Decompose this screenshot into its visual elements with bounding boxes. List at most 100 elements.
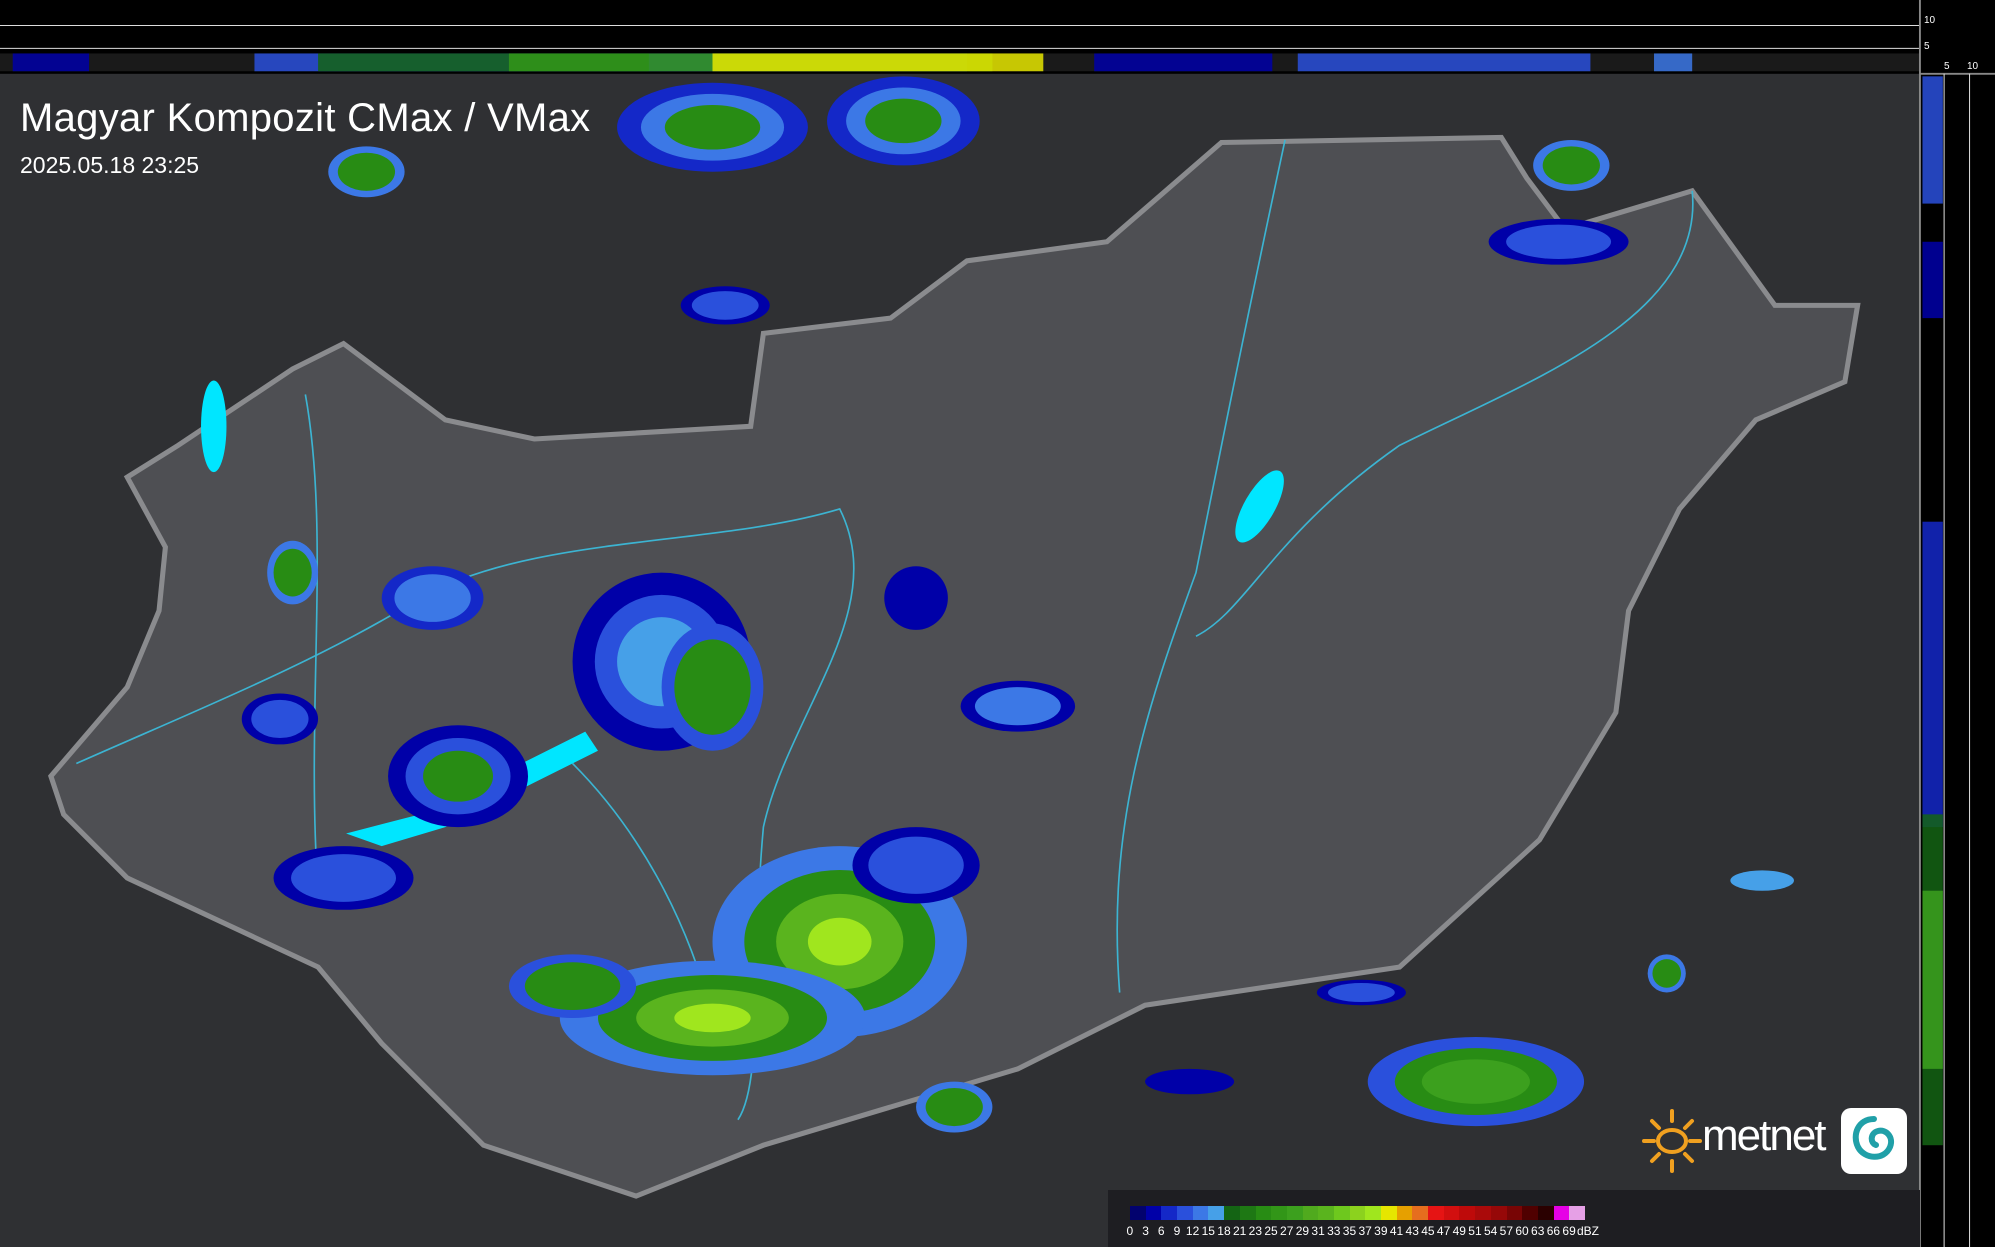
profile-echo [1922,890,1943,1069]
legend-label: 63 [1531,1224,1545,1238]
legend-swatch [1553,1206,1570,1220]
legend-label: 69 [1562,1224,1576,1238]
legend-swatch [1130,1206,1146,1220]
legend-swatch [1224,1206,1240,1220]
legend-swatches [1130,1206,1585,1220]
side-axis-tick: 5 [1944,61,1950,72]
top-axis-tick: 10 [1924,15,1936,26]
legend-swatch [1333,1206,1350,1220]
sun-icon [1642,1109,1702,1173]
echo-cell [807,917,872,966]
legend-label: 33 [1327,1224,1341,1238]
top-axis-tick: 5 [1924,41,1930,52]
map-title: Magyar Kompozit CMax / VMax [20,96,591,140]
legend-swatch [1475,1206,1491,1220]
legend-label: 45 [1421,1224,1435,1238]
legend-label: 57 [1499,1224,1514,1238]
echo-cell [884,566,948,630]
hungary-outline [48,134,1861,1199]
echo-cell [251,699,309,739]
legend-label: 21 [1232,1224,1247,1238]
echo-cell [865,98,942,144]
echo-cell [1542,146,1600,185]
echo-cell [974,687,1061,726]
echo-cell [423,750,494,802]
legend-label: 0 [1126,1224,1134,1238]
profile-echo [1922,241,1943,319]
legend-swatch [1537,1206,1554,1220]
profile-echo [1297,53,1591,72]
legend-swatch [1459,1206,1476,1220]
logo-text: metnet [1702,1111,1827,1160]
legend-label: 18 [1217,1224,1231,1238]
legend-swatch [1177,1206,1193,1220]
legend-swatch [1522,1206,1538,1220]
legend-swatch [1145,1206,1162,1220]
legend-label: 27 [1280,1224,1294,1238]
legend-unit: dBZ [1576,1224,1599,1238]
legend-swatch [1365,1206,1381,1220]
echo-cell [394,574,471,622]
legend-label: 3 [1142,1224,1149,1238]
legend-label: 43 [1405,1224,1419,1238]
echo-cell [691,291,759,320]
echo-cell [273,548,312,597]
legend-swatch [1412,1206,1429,1220]
echo-cell [1145,1068,1235,1095]
echo-cell [868,836,964,894]
legend-label: 49 [1452,1224,1466,1238]
map-timestamp: 2025.05.18 23:25 [20,152,200,178]
echo-cell [1506,224,1612,259]
echo-cell [674,639,751,735]
legend-swatch [1271,1206,1287,1220]
profile-echo [1654,53,1693,72]
legend-label: 23 [1248,1224,1263,1238]
echo-cell [1421,1059,1530,1104]
legend-swatch [1302,1206,1319,1220]
metnet-logo: metnet [1640,1105,1912,1177]
legend-labels: 0 3 6 9 12 15 18 21 23 25 27 29 31 33 35 37 39 41 43 45 47 49… [1122,1224,1599,1238]
legend-label: 12 [1185,1224,1200,1238]
legend-swatch [1208,1206,1225,1220]
legend-swatch [1349,1206,1366,1220]
echo-cell [1730,870,1794,891]
echo-cell [925,1087,983,1127]
legend-swatch [1490,1206,1507,1220]
echo-cell [337,152,396,191]
legend-label: 6 [1157,1224,1165,1238]
legend-label: 15 [1201,1224,1215,1238]
echo-cell [1652,959,1682,988]
legend-swatch [1506,1206,1523,1220]
profile-echo [12,53,90,72]
legend-label: 37 [1358,1224,1372,1238]
legend-swatch [1428,1206,1444,1220]
legend-label: 60 [1515,1224,1529,1238]
legend-swatch [1381,1206,1397,1220]
legend-label: 47 [1436,1224,1451,1238]
radar-echoes [241,76,1794,1133]
legend-swatch [1443,1206,1460,1220]
legend-label: 29 [1295,1224,1310,1238]
dbz-legend: 0 3 6 9 12 15 18 21 23 25 27 29 31 33 35 37 39 41 43 45 47 49… [1108,1190,1920,1247]
legend-label: 9 [1173,1224,1181,1238]
side-profile-echoes [1922,76,1943,1146]
legend-label: 39 [1374,1224,1388,1238]
swirl-icon [1841,1108,1907,1174]
echo-cell [524,962,621,1011]
legend-label: 35 [1342,1224,1357,1238]
legend-swatch [1318,1206,1334,1220]
legend-label: 54 [1483,1224,1498,1238]
legend-swatch [1255,1206,1272,1220]
legend-swatch [1569,1206,1585,1220]
side-axis-tick: 10 [1967,61,1979,72]
legend-swatch [1286,1206,1303,1220]
legend-swatch [1396,1206,1413,1220]
legend-swatch [1239,1206,1256,1220]
profile-echo [1094,53,1273,72]
echo-cell [291,854,397,902]
top-profile-echoes [12,53,1693,72]
legend-label: 25 [1264,1224,1278,1238]
legend-label: 66 [1546,1224,1561,1238]
echo-cell [674,1003,751,1033]
